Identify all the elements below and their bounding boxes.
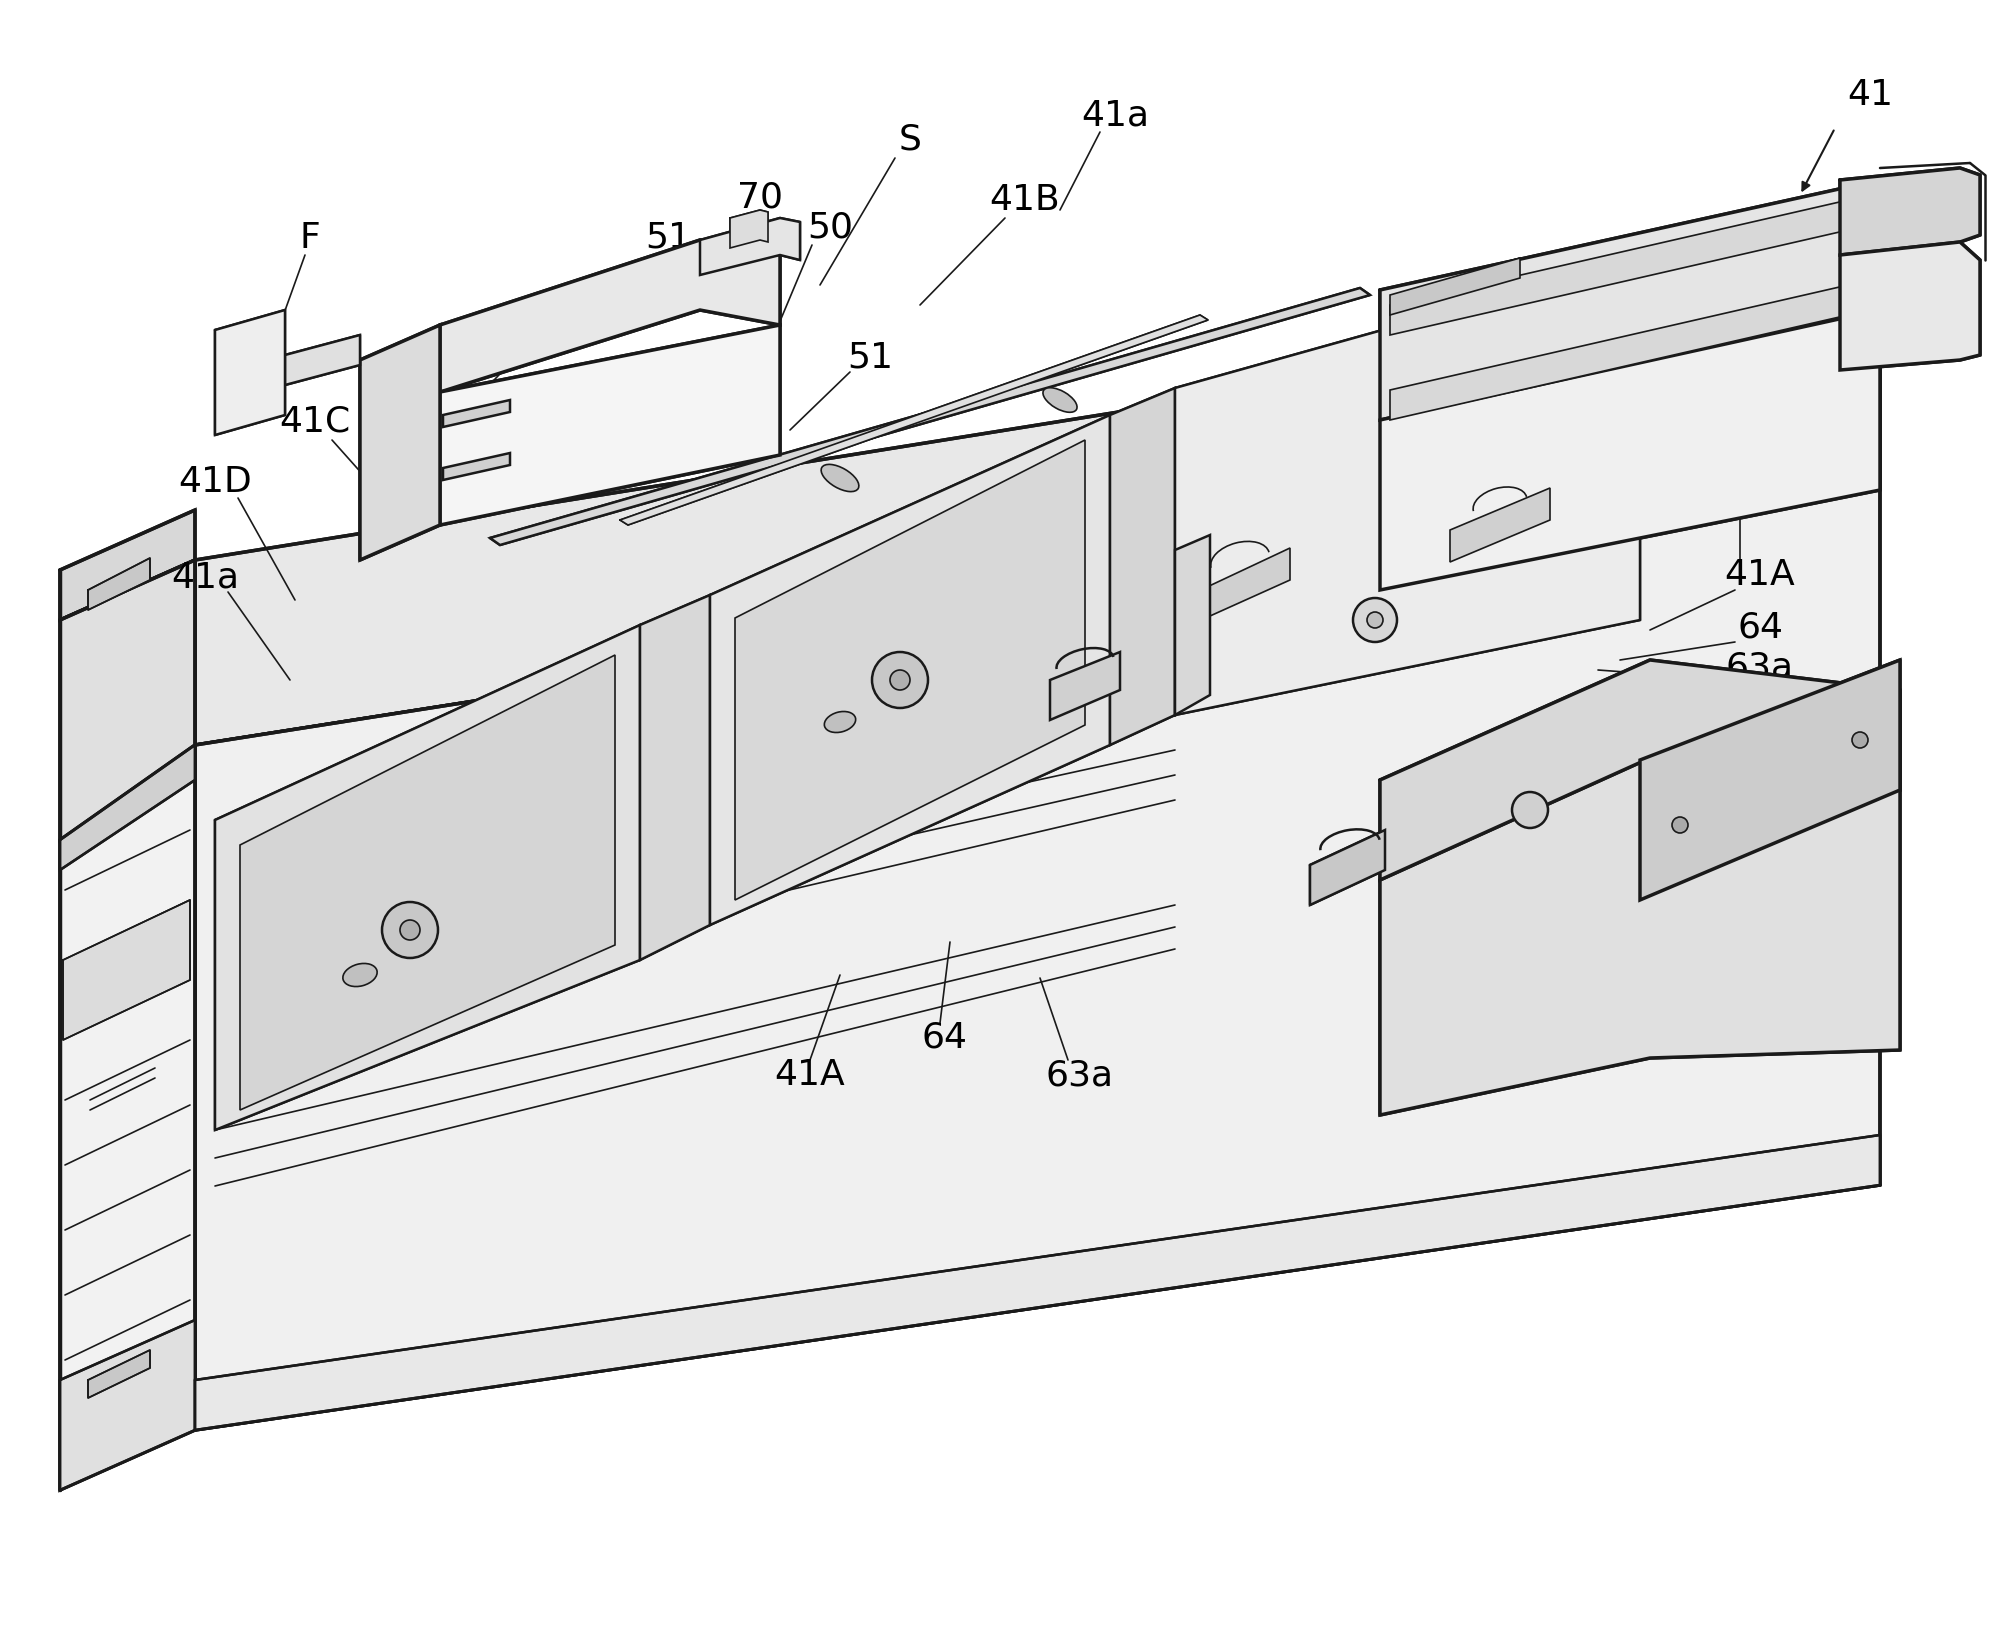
Circle shape xyxy=(889,671,909,690)
Polygon shape xyxy=(1381,757,1899,1115)
Polygon shape xyxy=(60,1320,196,1490)
Text: 60: 60 xyxy=(1738,698,1782,733)
Text: S: S xyxy=(899,122,921,157)
Text: 41A: 41A xyxy=(774,1058,845,1092)
Text: 51: 51 xyxy=(645,220,691,255)
Polygon shape xyxy=(1841,168,1980,255)
Circle shape xyxy=(381,902,437,958)
Polygon shape xyxy=(444,400,510,428)
Polygon shape xyxy=(216,625,639,1129)
Circle shape xyxy=(1671,818,1687,832)
Circle shape xyxy=(1512,792,1548,827)
Polygon shape xyxy=(1310,831,1385,906)
Circle shape xyxy=(1853,733,1869,747)
Text: 41D: 41D xyxy=(177,465,252,499)
Polygon shape xyxy=(216,310,284,436)
Text: 62: 62 xyxy=(1411,1054,1458,1089)
Polygon shape xyxy=(1111,388,1175,744)
Polygon shape xyxy=(196,480,1881,1430)
Polygon shape xyxy=(361,325,439,560)
Polygon shape xyxy=(60,744,196,1490)
Text: F: F xyxy=(300,220,321,255)
Polygon shape xyxy=(1189,548,1290,625)
Polygon shape xyxy=(736,441,1085,899)
Polygon shape xyxy=(1381,180,1881,419)
Polygon shape xyxy=(439,325,780,526)
Polygon shape xyxy=(439,240,780,392)
Circle shape xyxy=(873,653,927,708)
Circle shape xyxy=(1367,612,1383,628)
Polygon shape xyxy=(1050,653,1121,720)
Polygon shape xyxy=(1450,488,1550,561)
Ellipse shape xyxy=(821,465,859,491)
Text: 64: 64 xyxy=(921,1022,968,1054)
Text: 41C: 41C xyxy=(280,405,351,439)
Polygon shape xyxy=(1175,535,1210,715)
Polygon shape xyxy=(89,1350,149,1399)
Text: 50: 50 xyxy=(806,211,853,245)
Polygon shape xyxy=(89,558,149,610)
Polygon shape xyxy=(1389,194,1871,335)
Ellipse shape xyxy=(343,963,377,987)
Polygon shape xyxy=(444,454,510,480)
Text: 51: 51 xyxy=(847,341,893,375)
Text: 41B: 41B xyxy=(990,183,1060,217)
Polygon shape xyxy=(1841,242,1980,370)
Polygon shape xyxy=(1639,659,1899,899)
Polygon shape xyxy=(284,335,361,385)
Polygon shape xyxy=(196,290,1881,744)
Text: 70: 70 xyxy=(738,181,782,215)
Polygon shape xyxy=(1381,310,1881,591)
Polygon shape xyxy=(60,509,196,620)
Polygon shape xyxy=(196,1134,1881,1430)
Text: 51: 51 xyxy=(506,431,552,465)
Circle shape xyxy=(1353,597,1397,641)
Polygon shape xyxy=(1389,281,1871,419)
Circle shape xyxy=(399,920,419,940)
Polygon shape xyxy=(730,211,768,248)
Polygon shape xyxy=(60,744,196,870)
Ellipse shape xyxy=(1042,388,1077,413)
Polygon shape xyxy=(1175,258,1639,715)
Text: 6: 6 xyxy=(1881,300,1903,335)
Polygon shape xyxy=(621,315,1208,526)
Polygon shape xyxy=(710,415,1111,925)
Text: 41a: 41a xyxy=(1081,98,1149,132)
Polygon shape xyxy=(1389,258,1520,315)
Text: 64: 64 xyxy=(1738,610,1782,645)
Polygon shape xyxy=(700,219,800,276)
Text: 63a: 63a xyxy=(1046,1058,1115,1092)
Ellipse shape xyxy=(825,712,855,733)
Text: 41A: 41A xyxy=(1724,558,1796,592)
Text: 63a: 63a xyxy=(1726,651,1794,685)
Text: 51: 51 xyxy=(516,308,562,343)
Polygon shape xyxy=(490,287,1371,545)
Text: 41: 41 xyxy=(1847,78,1893,113)
Polygon shape xyxy=(60,560,196,840)
Polygon shape xyxy=(62,899,190,1040)
Polygon shape xyxy=(639,596,710,960)
Polygon shape xyxy=(1381,659,1899,880)
Text: 41a: 41a xyxy=(171,561,240,596)
Polygon shape xyxy=(240,654,615,1110)
